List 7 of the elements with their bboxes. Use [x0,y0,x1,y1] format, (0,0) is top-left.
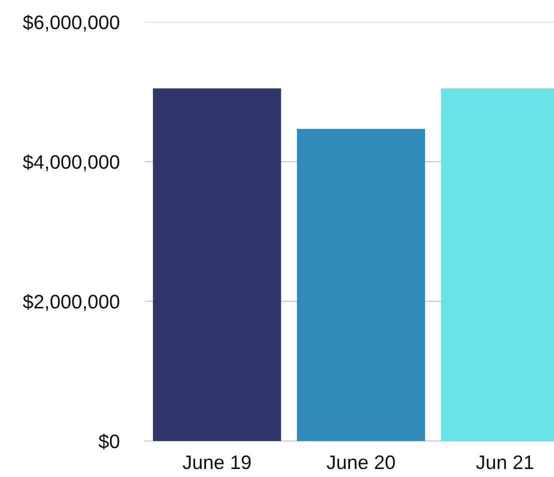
y-tick-label: $6,000,000 [22,14,120,32]
x-tick-label: June 20 [326,455,395,470]
x-tick-label: June 19 [182,455,251,470]
x-tick-label: Jun 21 [476,455,534,470]
y-tick-label: $2,000,000 [22,294,120,311]
y-tick-label: $4,000,000 [22,154,120,172]
y-tick-label: $0 [98,434,120,450]
